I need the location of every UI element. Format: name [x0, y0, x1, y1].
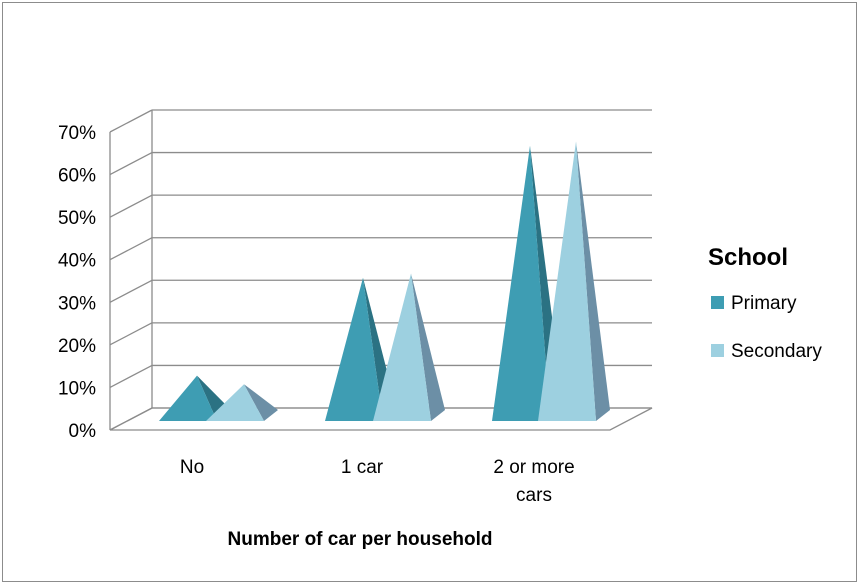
gridline-side: [109, 322, 153, 346]
legend-label-secondary: Secondary: [731, 341, 822, 362]
legend-swatch-primary: [711, 296, 724, 309]
x-axis-categories: No 1 car 2 or more cars: [180, 457, 575, 506]
pyramid-side-face: [576, 141, 610, 422]
gridline-side: [109, 364, 153, 389]
y-axis-ticks: 0% 10% 20% 30% 40% 50% 60% 70%: [58, 123, 96, 442]
pyramid-front-face: [206, 384, 264, 421]
y-tick-label: 10%: [58, 378, 96, 399]
pyramid-side-face: [411, 273, 445, 421]
gridline-side: [109, 279, 153, 303]
pyramid-front-face: [325, 277, 383, 421]
y-tick-label: 60%: [58, 166, 96, 187]
pyramid-side-face: [244, 384, 278, 421]
gridline-side: [109, 194, 153, 218]
pyramid-secondary-1: [373, 273, 445, 421]
y-tick-label: 40%: [58, 251, 96, 272]
x-axis-title: Number of car per household: [228, 529, 493, 550]
x-category-label: 2 or more: [493, 457, 574, 478]
y-tick-label: 50%: [58, 208, 96, 229]
gridline-side: [109, 109, 153, 133]
pyramid-front-face: [538, 141, 596, 422]
x-category-label: cars: [516, 485, 552, 506]
legend-swatch-secondary: [711, 344, 724, 357]
y-tick-label: 20%: [58, 336, 96, 357]
gridline-side: [109, 407, 153, 431]
x-category-label: 1 car: [341, 457, 384, 478]
pyramid-front-face: [373, 273, 431, 421]
y-tick-label: 30%: [58, 293, 96, 314]
pyramid-front-face: [492, 145, 550, 422]
y-tick-label: 70%: [58, 123, 96, 144]
legend-label-primary: Primary: [731, 293, 797, 314]
chart-marks: [159, 141, 610, 422]
legend: School Primary Secondary: [708, 244, 822, 362]
x-category-label: No: [180, 457, 204, 478]
legend-title: School: [708, 244, 788, 271]
gridline-side: [109, 151, 153, 176]
pyramid-secondary-0: [206, 384, 278, 421]
pyramid-front-face: [159, 375, 217, 421]
pyramid-secondary-2: [538, 141, 610, 422]
y-tick-label: 0%: [69, 421, 97, 442]
gridline-side: [109, 237, 153, 261]
